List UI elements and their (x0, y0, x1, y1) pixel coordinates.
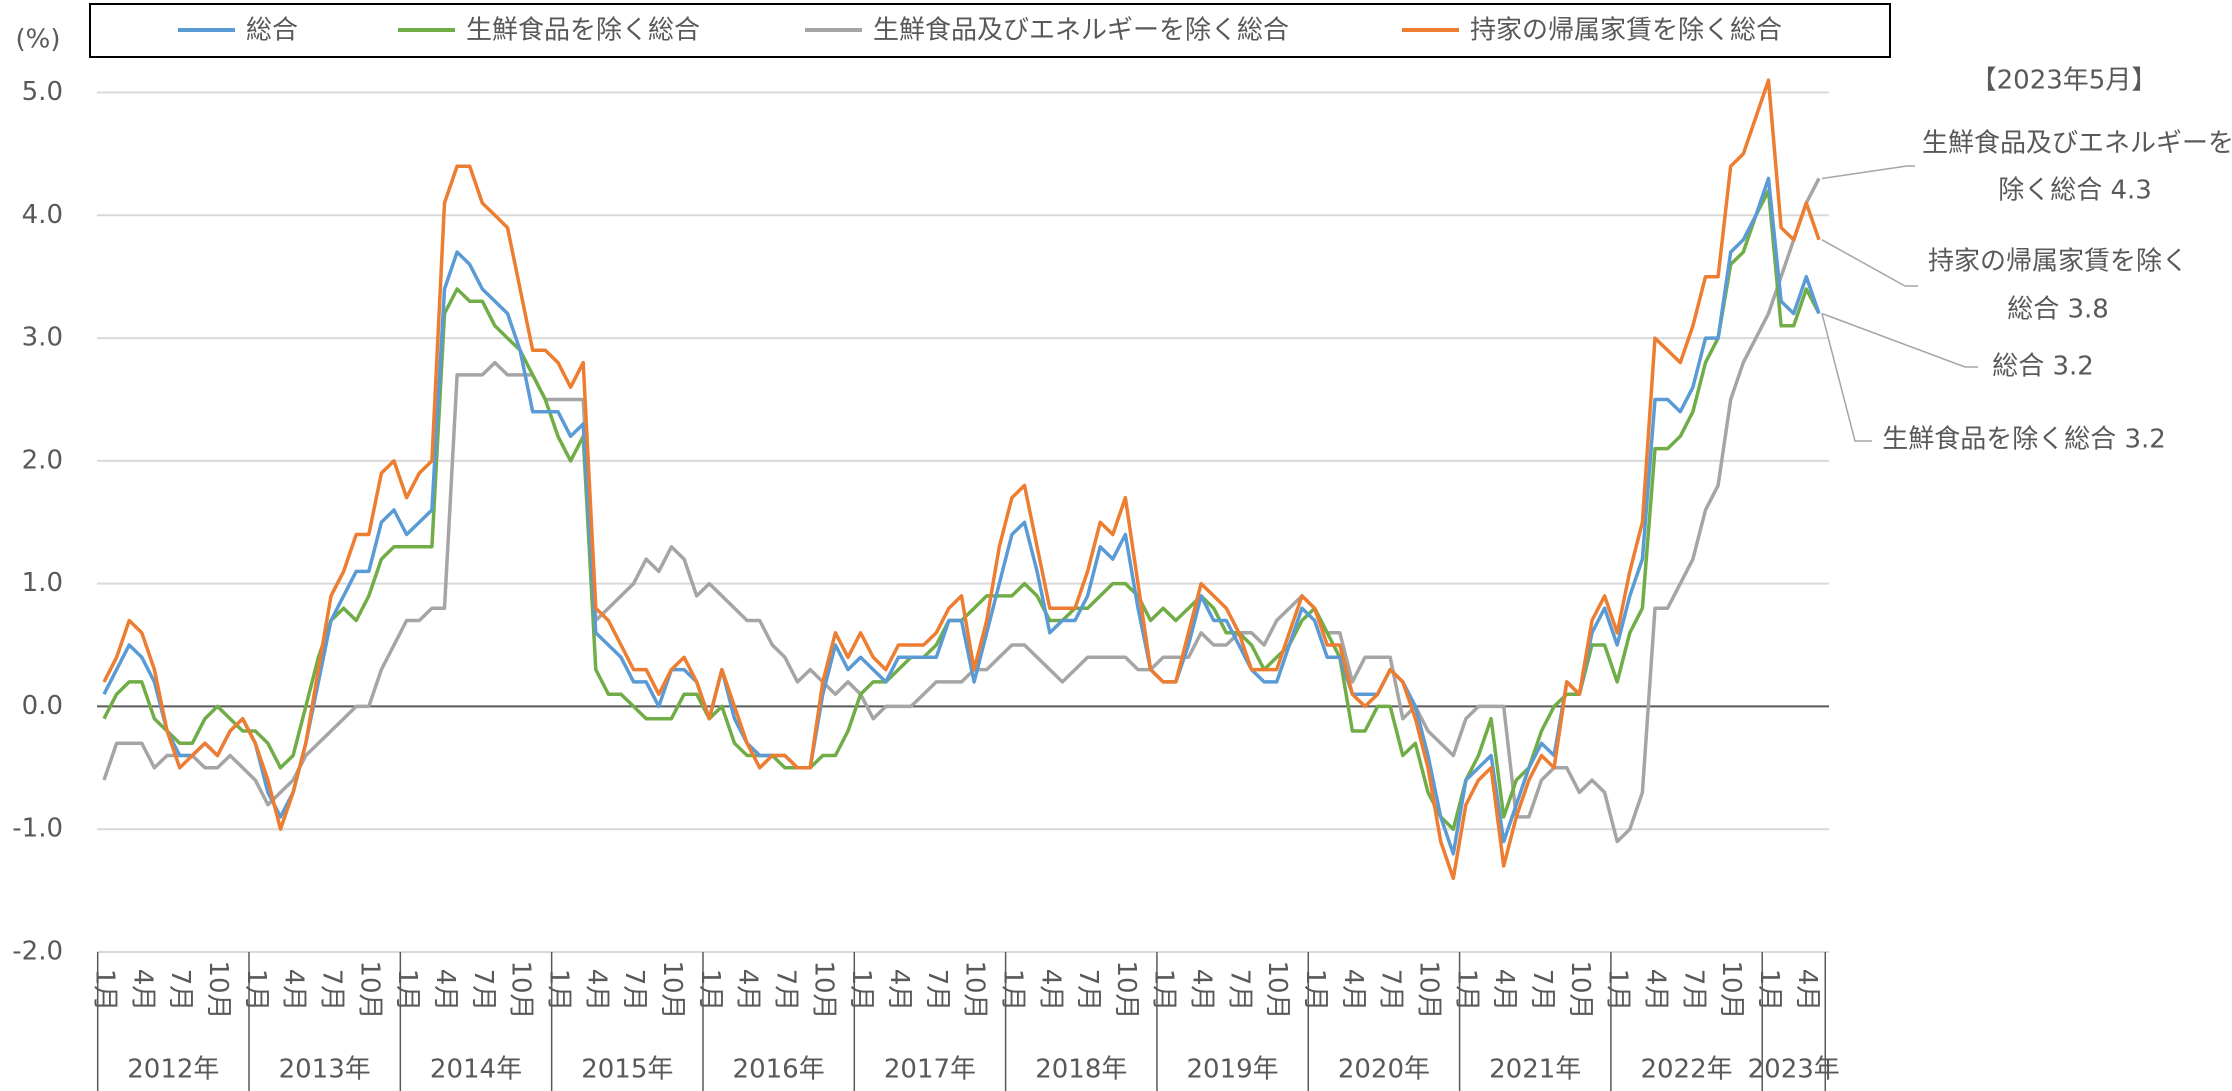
x-tick-label: 1月 (241, 969, 271, 1012)
x-tick-label: 4月 (279, 969, 309, 1012)
leader-line (1821, 239, 1918, 287)
annotation: 総合 3.8 (2007, 295, 2109, 325)
x-tick-label: 1月 (1603, 969, 1633, 1012)
x-tick-label: 7月 (1678, 969, 1708, 1012)
x-tick-label: 1月 (1754, 969, 1784, 1012)
x-tick-label: 10月 (657, 960, 687, 1019)
legend-label: 生鮮食品及びエネルギーを除く総合 (873, 16, 1289, 46)
x-tick-label: 10月 (506, 960, 536, 1019)
annotation: 総合 3.2 (1992, 352, 2094, 382)
x-tick-label: 1月 (543, 969, 573, 1012)
x-tick-label: 4月 (430, 969, 460, 1012)
x-tick-label: 1月 (997, 969, 1027, 1012)
x-tick-label: 1月 (695, 969, 725, 1012)
y-tick-label: 4.0 (22, 200, 63, 230)
y-axis-label: (%) (16, 25, 61, 55)
year-label: 2015年 (581, 1055, 673, 1085)
series-line (102, 188, 1821, 831)
year-label: 2012年 (127, 1055, 219, 1085)
x-tick-label: 4月 (733, 969, 763, 1012)
x-tick-label: 4月 (1035, 969, 1065, 1012)
year-label: 2017年 (884, 1055, 976, 1085)
leader-line (1821, 312, 1978, 368)
x-tick-label: 4月 (1338, 969, 1368, 1012)
x-tick-label: 7月 (619, 969, 649, 1012)
x-tick-label: 10月 (808, 960, 838, 1019)
x-tick-label: 10月 (203, 960, 233, 1019)
year-label: 2013年 (279, 1055, 371, 1085)
x-tick-label: 1月 (1451, 969, 1481, 1012)
x-tick-label: 4月 (1641, 969, 1671, 1012)
year-label: 2019年 (1187, 1055, 1279, 1085)
y-tick-label: -2.0 (12, 937, 63, 967)
x-tick-label: 10月 (354, 960, 384, 1019)
year-label: 2021年 (1489, 1055, 1581, 1085)
year-label: 2018年 (1035, 1055, 1127, 1085)
x-tick-label: 10月 (1414, 960, 1444, 1019)
y-tick-label: 5.0 (22, 77, 63, 107)
y-tick-label: -1.0 (12, 814, 63, 844)
x-tick-label: 7月 (1376, 969, 1406, 1012)
x-tick-label: 7月 (316, 969, 346, 1012)
y-tick-label: 1.0 (22, 568, 63, 598)
y-tick-label: 2.0 (22, 445, 63, 475)
year-label: 2016年 (733, 1055, 825, 1085)
series-line (102, 78, 1821, 881)
leader-line (1821, 313, 1872, 442)
x-tick-label: 1月 (392, 969, 422, 1012)
year-label: 2014年 (430, 1055, 522, 1085)
legend-label: 総合 (246, 16, 298, 46)
x-tick-label: 10月 (1716, 960, 1746, 1019)
annotation: 持家の帰属家賃を除く (1928, 247, 2188, 277)
legend-label: 持家の帰属家賃を除く総合 (1470, 16, 1782, 46)
series-line (102, 177, 1821, 844)
x-tick-label: 1月 (846, 969, 876, 1012)
annotation: 除く総合 4.3 (1998, 176, 2152, 206)
leader-line (1821, 165, 1915, 180)
x-tick-label: 1月 (1300, 969, 1330, 1012)
year-label: 2022年 (1640, 1055, 1732, 1085)
x-tick-label: 1月 (90, 969, 120, 1012)
series-line (102, 176, 1821, 856)
x-tick-label: 4月 (1792, 969, 1822, 1012)
x-tick-label: 1月 (1149, 969, 1179, 1012)
x-tick-label: 10月 (1111, 960, 1141, 1019)
year-label: 2020年 (1338, 1055, 1430, 1085)
x-tick-label: 4月 (127, 969, 157, 1012)
x-tick-label: 10月 (1565, 960, 1595, 1019)
x-tick-label: 7月 (165, 969, 195, 1012)
x-tick-label: 4月 (1489, 969, 1519, 1012)
x-tick-label: 10月 (1262, 960, 1292, 1019)
x-tick-label: 10月 (960, 960, 990, 1019)
year-label: 2023年 (1748, 1055, 1840, 1085)
x-tick-label: 7月 (922, 969, 952, 1012)
x-tick-label: 7月 (1224, 969, 1254, 1012)
annotation: 【2023年5月】 (1971, 66, 2158, 96)
x-tick-label: 7月 (1527, 969, 1557, 1012)
x-tick-label: 7月 (1073, 969, 1103, 1012)
annotation: 生鮮食品を除く総合 3.2 (1882, 425, 2166, 455)
y-tick-label: 0.0 (22, 691, 63, 721)
x-tick-label: 7月 (770, 969, 800, 1012)
x-tick-label: 4月 (884, 969, 914, 1012)
x-tick-label: 7月 (468, 969, 498, 1012)
annotation: 生鮮食品及びエネルギーを (1922, 129, 2232, 159)
legend-label: 生鮮食品を除く総合 (466, 16, 700, 46)
x-tick-label: 4月 (1187, 969, 1217, 1012)
legend-box (89, 3, 1891, 58)
y-tick-label: 3.0 (22, 323, 63, 353)
x-tick-label: 4月 (581, 969, 611, 1012)
